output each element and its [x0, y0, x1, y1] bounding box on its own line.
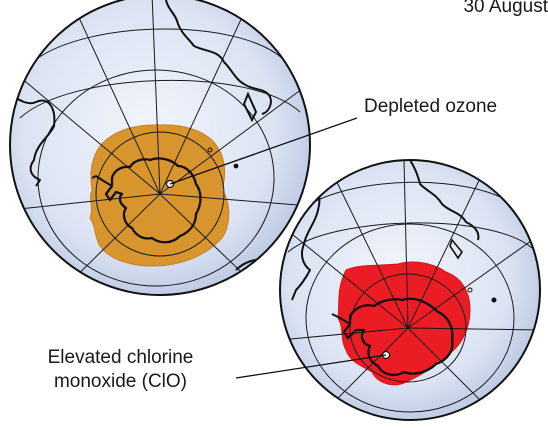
date-label: 30 August: [463, 0, 548, 17]
ozone-globe-outline: [9, 0, 311, 296]
clo-globe-outline: [279, 159, 541, 421]
depleted-ozone-label: Depleted ozone: [364, 96, 498, 117]
clo-globe-graticule: [280, 160, 540, 420]
elevated-clo-label-line1: Elevated chlorine: [47, 347, 194, 368]
clo-globe: [279, 159, 541, 421]
ozone-globe-graticule: [10, 0, 310, 293]
antarctica-coast-2: [342, 297, 454, 376]
south-america-coast-2: [291, 169, 321, 301]
ozone-leader-line: [169, 117, 358, 185]
africa-coast: [165, 0, 272, 115]
africa-coast-2: [409, 160, 480, 241]
elevated-clo-label: Elevated chlorine monoxide (ClO): [8, 346, 233, 394]
antarctica-coast-1: [104, 157, 202, 244]
south-america-coast: [10, 89, 56, 187]
ozone-region: [89, 124, 230, 267]
clo-leader-line: [235, 354, 387, 379]
ozone-globe: [9, 0, 311, 296]
elevated-clo-label-line2: monoxide (ClO): [53, 371, 188, 392]
